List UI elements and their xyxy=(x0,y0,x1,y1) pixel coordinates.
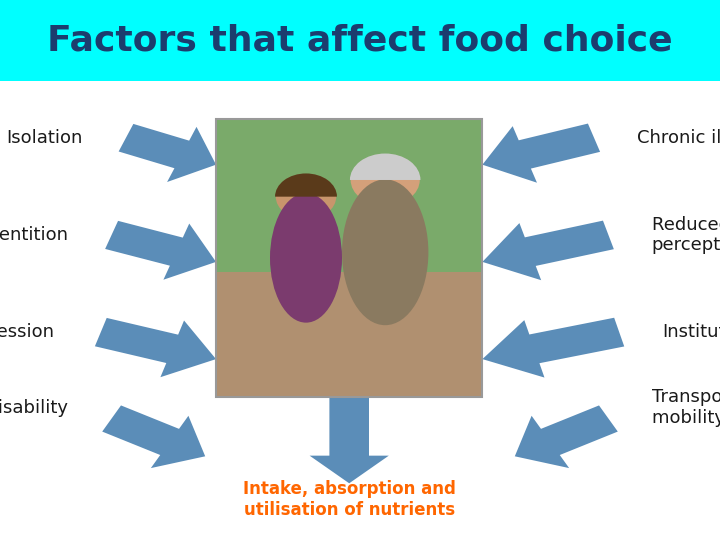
Bar xyxy=(0,0,720,81)
Text: Transport, access,
mobility and income: Transport, access, mobility and income xyxy=(652,388,720,427)
Polygon shape xyxy=(119,124,216,182)
Polygon shape xyxy=(105,221,216,280)
Bar xyxy=(216,119,482,272)
Circle shape xyxy=(351,154,420,206)
Bar xyxy=(216,119,482,397)
Bar xyxy=(216,272,482,397)
Text: Disability: Disability xyxy=(0,399,68,417)
Polygon shape xyxy=(482,318,624,377)
Text: Depression: Depression xyxy=(0,323,54,341)
Text: Institutionalisation: Institutionalisation xyxy=(662,323,720,341)
Polygon shape xyxy=(482,124,600,183)
Polygon shape xyxy=(102,406,205,468)
Wedge shape xyxy=(350,153,420,180)
Polygon shape xyxy=(482,221,614,280)
Text: Isolation: Isolation xyxy=(6,129,83,147)
Wedge shape xyxy=(275,173,337,197)
Circle shape xyxy=(276,174,336,219)
Text: Chronic illness: Chronic illness xyxy=(637,129,720,147)
Text: Factors that affect food choice: Factors that affect food choice xyxy=(48,24,672,57)
Polygon shape xyxy=(515,406,618,468)
Ellipse shape xyxy=(270,193,342,323)
Polygon shape xyxy=(310,397,389,483)
Polygon shape xyxy=(95,318,216,377)
Text: Intake, absorption and
utilisation of nutrients: Intake, absorption and utilisation of nu… xyxy=(243,480,456,519)
Text: Dentition: Dentition xyxy=(0,226,68,244)
Text: Reduced taste
perception: Reduced taste perception xyxy=(652,215,720,254)
Ellipse shape xyxy=(342,179,428,325)
